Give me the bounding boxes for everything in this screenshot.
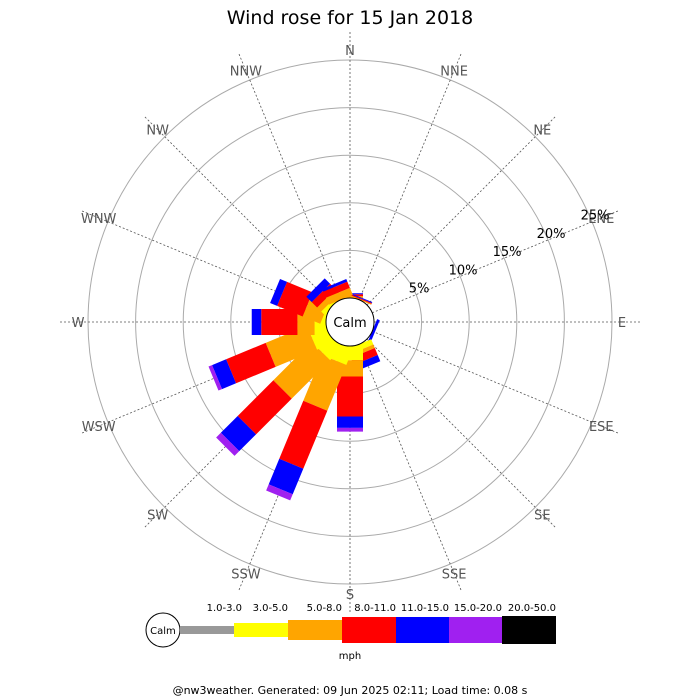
radial-tick-label-5: 5% <box>409 282 430 297</box>
direction-label-ne: NE <box>533 124 551 139</box>
bar-wnw-8-0-11-0 <box>277 281 313 317</box>
axis-labels: N NNE NE ENE E ESE SE SSE S SSW SW WSW W WNW NW NNW 5% 10… <box>72 44 627 603</box>
bar-nw-11-0-15-0 <box>306 278 331 303</box>
bar-nnw-5-0-8-0 <box>325 287 353 305</box>
radial-tick-label-25: 25% <box>581 209 610 224</box>
legend-label-8-0-11-0: 8.0-11.0 <box>354 603 396 614</box>
direction-label-sse: SSE <box>442 567 467 582</box>
legend-calm-label: Calm <box>150 626 176 637</box>
direction-label-ese: ESE <box>589 420 614 435</box>
bar-wsw-15-0-20-0 <box>208 365 222 391</box>
direction-label-ssw: SSW <box>231 567 261 582</box>
spoke-nnw <box>238 53 342 300</box>
legend-swatch-8-0-11-0 <box>342 617 396 643</box>
calm-center: Calm <box>325 297 375 347</box>
bar-sw-15-0-20-0 <box>216 432 240 456</box>
spoke-ne <box>366 116 556 306</box>
bar-nnw-8-0-11-0 <box>323 281 350 298</box>
direction-label-e: E <box>618 316 626 331</box>
bar-w-8-0-11-0 <box>261 309 298 335</box>
bar-ssw-11-0-15-0 <box>268 458 304 495</box>
direction-label-nne: NNE <box>440 65 468 80</box>
bar-nne-8-0-11-0 <box>347 293 372 304</box>
bar-wsw-11-0-15-0 <box>212 359 237 390</box>
direction-label-ene: ENE <box>588 212 614 227</box>
direction-label-nw: NW <box>146 124 169 139</box>
legend-label-11-0-15-0: 11.0-15.0 <box>401 603 449 614</box>
radial-tick-label-10: 10% <box>449 263 478 278</box>
legend-swatch-3-0-5-0 <box>234 623 288 637</box>
grid-circle-10 <box>230 202 470 442</box>
polar-grid <box>60 32 640 612</box>
legend-swatch-1-0-3-0 <box>180 626 234 634</box>
legend-swatch-11-0-15-0 <box>396 617 449 643</box>
grid-circle-15 <box>182 154 518 490</box>
legend-label-15-0-20-0: 15.0-20.0 <box>454 603 502 614</box>
bar-sw-8-0-11-0 <box>237 380 292 435</box>
wind-bars <box>208 278 381 501</box>
spoke-ese <box>372 330 619 434</box>
spoke-nw <box>144 116 334 306</box>
legend-swatch-20-0-50-0 <box>502 616 556 644</box>
direction-label-se: SE <box>534 508 550 523</box>
bar-s-15-0-20-0 <box>337 427 363 432</box>
direction-label-wnw: WNW <box>81 212 117 227</box>
footer-text: @nw3weather. Generated: 09 Jun 2025 02:1… <box>173 684 528 697</box>
legend-label-20-0-50-0: 20.0-50.0 <box>508 603 556 614</box>
direction-label-sw: SW <box>147 508 168 523</box>
bar-wsw-8-0-11-0 <box>226 342 276 384</box>
chart-title: Wind rose for 15 Jan 2018 <box>227 7 474 29</box>
direction-label-n: N <box>345 44 355 59</box>
spoke-se <box>366 338 556 528</box>
bar-sw-11-0-15-0 <box>220 415 257 452</box>
calm-circle <box>325 297 375 347</box>
legend: Calm 1.0-3.0 3.0-5.0 5.0-8.0 8.0-11.0 11.0-15… <box>145 603 556 648</box>
spoke-nne <box>358 53 462 300</box>
legend-swatch-5-0-8-0 <box>288 620 342 640</box>
bar-s-11-0-15-0 <box>337 416 363 428</box>
bar-s-8-0-11-0 <box>337 376 363 417</box>
bar-ese-11-0-15-0 <box>367 319 380 345</box>
calm-label: Calm <box>333 316 366 331</box>
radial-tick-label-15: 15% <box>493 245 522 260</box>
bar-w-11-0-15-0 <box>251 309 262 335</box>
direction-label-nnw: NNW <box>230 65 262 80</box>
legend-unit-label: mph <box>339 651 361 662</box>
bar-ssw-8-0-11-0 <box>279 400 328 469</box>
bar-wsw-5-0-8-0 <box>265 325 317 367</box>
legend-label-5-0-8-0: 5.0-8.0 <box>307 603 342 614</box>
legend-label-1-0-3-0: 1.0-3.0 <box>207 603 242 614</box>
grid-circle-20 <box>135 107 565 537</box>
legend-label-3-0-5-0: 3.0-5.0 <box>253 603 288 614</box>
direction-label-w: W <box>72 316 85 331</box>
spoke-ene <box>372 210 619 314</box>
spoke-sse <box>358 344 462 591</box>
bar-nne-11-0-15-0 <box>347 292 373 304</box>
bar-nnw-11-0-15-0 <box>322 279 348 292</box>
bar-ssw-15-0-20-0 <box>266 484 293 501</box>
bar-ssw-5-0-8-0 <box>303 355 347 411</box>
legend-swatch-15-0-20-0 <box>449 617 502 643</box>
bar-wnw-11-0-15-0 <box>270 278 288 306</box>
direction-label-s: S <box>346 588 354 603</box>
direction-label-wsw: WSW <box>82 420 116 435</box>
radial-tick-label-20: 20% <box>537 227 566 242</box>
bar-sw-5-0-8-0 <box>273 341 331 399</box>
